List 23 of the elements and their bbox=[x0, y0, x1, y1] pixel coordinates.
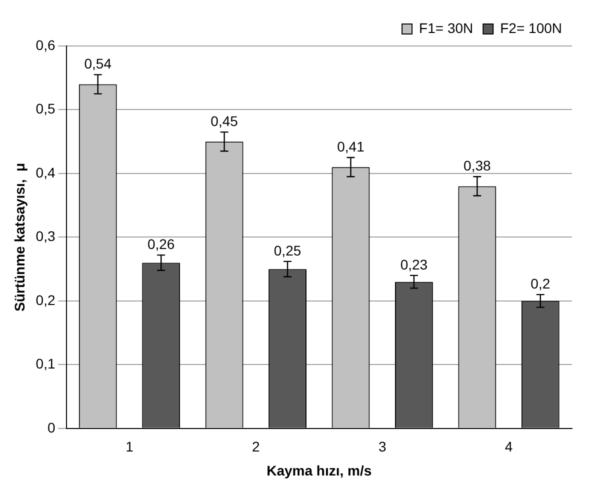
data-label: 0,45 bbox=[210, 112, 238, 129]
data-label: 0,41 bbox=[337, 138, 365, 154]
legend-label: F2= 100N bbox=[500, 20, 562, 36]
y-tick-label: 0,1 bbox=[36, 356, 56, 372]
x-tick-label: 2 bbox=[252, 438, 260, 455]
y-axis-title: Sürtünme katsayısı, μ bbox=[11, 162, 28, 312]
data-label: 0,54 bbox=[84, 56, 112, 72]
x-tick-label: 3 bbox=[378, 438, 386, 455]
x-axis-title: Kayma hızı, m/s bbox=[266, 462, 372, 478]
data-label: 0,23 bbox=[400, 256, 428, 272]
data-label: 0,26 bbox=[147, 236, 175, 252]
y-tick-label: 0 bbox=[47, 419, 56, 436]
y-tick-label: 0,6 bbox=[36, 36, 56, 53]
legend-label: F1= 30N bbox=[419, 20, 474, 36]
y-tick-label: 0,2 bbox=[36, 292, 56, 308]
y-tick-label: 0,3 bbox=[36, 228, 56, 244]
x-tick-label: 4 bbox=[504, 438, 513, 455]
y-tick-label: 0,5 bbox=[36, 100, 56, 117]
y-tick-label: 0,4 bbox=[36, 164, 56, 180]
data-label: 0,25 bbox=[274, 242, 302, 258]
x-tick-label: 1 bbox=[126, 438, 134, 455]
data-label: 0,38 bbox=[464, 158, 492, 174]
data-label: 0,2 bbox=[530, 275, 550, 292]
